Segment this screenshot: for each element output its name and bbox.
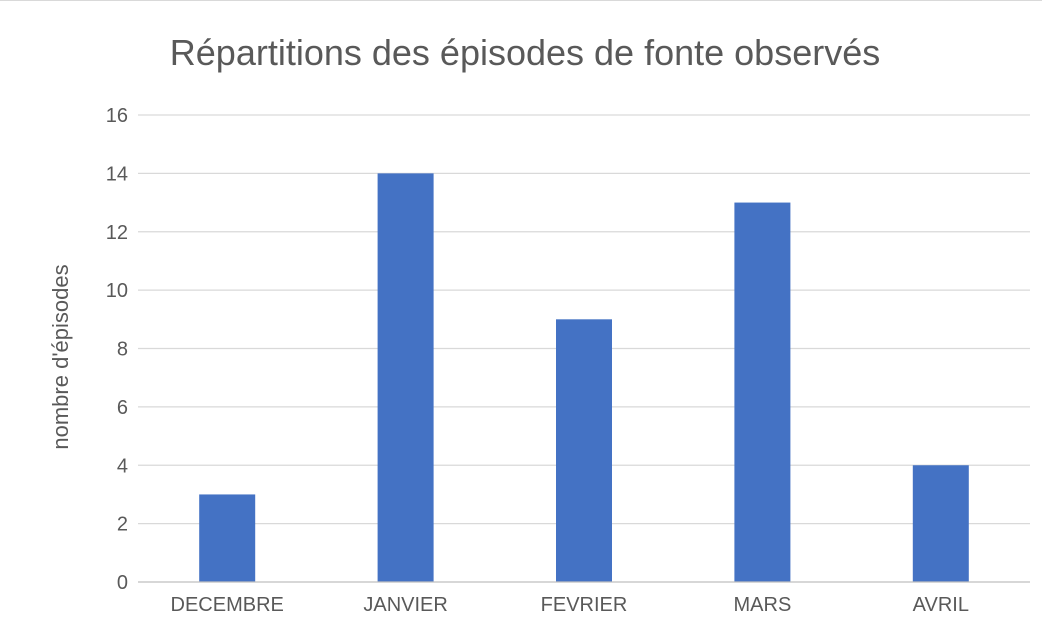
x-tick-label: DECEMBRE	[171, 594, 284, 616]
x-tick-label: JANVIER	[363, 594, 447, 616]
x-tick-label: AVRIL	[913, 594, 969, 616]
bars	[199, 173, 969, 582]
x-tick-label: FEVRIER	[541, 594, 628, 616]
y-tick-label: 8	[117, 339, 128, 361]
bar-mars	[734, 202, 791, 582]
axes: 0 2 4 6 8 10 12 14 16 DECEMBRE JANVIER FEVRIER MARS A…	[106, 105, 1030, 616]
chart-title: Répartitions des épisodes de fonte obser…	[169, 32, 881, 73]
y-axis-label: nombre d'épisodes	[48, 264, 73, 449]
x-tick-label: MARS	[734, 594, 792, 616]
gridlines	[138, 114, 1030, 525]
y-tick-label: 2	[117, 514, 128, 536]
y-tick-label: 0	[117, 572, 128, 594]
bar-fevrier	[556, 319, 612, 582]
bar-decembre	[199, 494, 256, 582]
bar-avril	[912, 465, 969, 582]
bar-janvier	[377, 173, 434, 582]
y-tick-label: 12	[106, 222, 128, 244]
y-tick-label: 6	[117, 397, 128, 419]
y-tick-label: 16	[106, 105, 128, 127]
y-tick-label: 4	[117, 455, 128, 477]
y-tick-label: 14	[106, 163, 128, 185]
y-tick-label: 10	[106, 280, 128, 302]
